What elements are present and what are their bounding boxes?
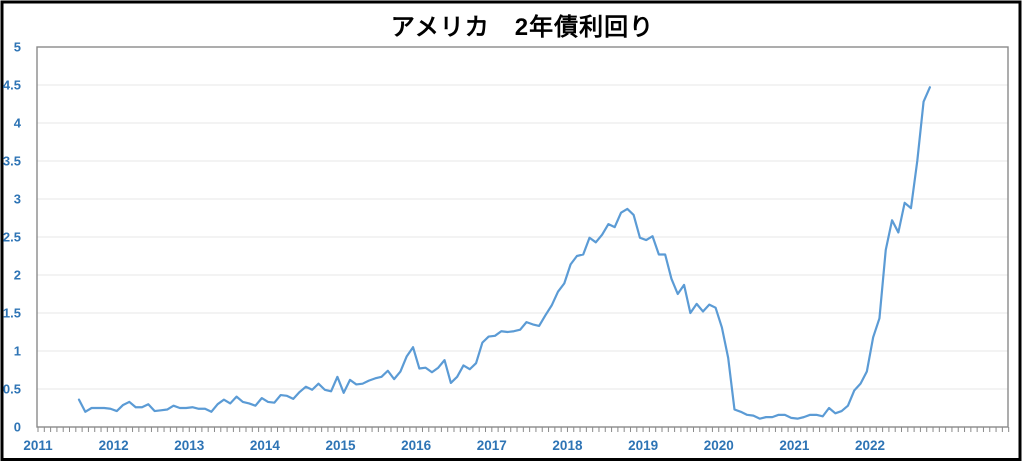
x-axis-tick-label: 2017 bbox=[477, 438, 507, 453]
x-axis-tick-label: 2013 bbox=[174, 438, 205, 453]
x-axis-tick-label: 2020 bbox=[704, 438, 734, 453]
yield-line bbox=[77, 86, 931, 420]
axis-minor-ticks bbox=[37, 427, 1010, 432]
gridlines bbox=[37, 46, 1008, 390]
x-axis-tick-label: 2014 bbox=[250, 438, 281, 453]
x-axis-labels: 2011 2012 2013 2014 2015 2016 2017 2018 2019 2020… bbox=[23, 438, 885, 453]
y-axis-tick-label: 5 bbox=[14, 40, 21, 55]
y-axis-tick-label: 3 bbox=[14, 192, 21, 207]
x-axis-tick-label: 2018 bbox=[552, 438, 583, 453]
y-axis-tick-label: 3.5 bbox=[3, 154, 21, 169]
y-axis-tick-label: 1 bbox=[14, 344, 21, 359]
y-axis-tick-label: 1.5 bbox=[3, 306, 21, 321]
y-axis-tick-label: 0.5 bbox=[3, 382, 21, 397]
y-axis-tick-label: 2.5 bbox=[3, 230, 21, 245]
yield-line-series bbox=[77, 86, 931, 420]
y-axis-labels: 0 0.5 1 1.5 2 2.5 3 3.5 4 4.5 5 bbox=[3, 40, 22, 435]
x-axis-tick-label: 2015 bbox=[326, 438, 357, 453]
x-axis-tick-label: 2012 bbox=[99, 438, 129, 453]
y-axis-tick-label: 2 bbox=[14, 268, 21, 283]
x-axis-tick-label: 2019 bbox=[628, 438, 658, 453]
x-axis-tick-label: 2021 bbox=[779, 438, 810, 453]
x-axis-tick-label: 2016 bbox=[401, 438, 432, 453]
y-axis-tick-label: 4.5 bbox=[3, 78, 21, 93]
y-axis-tick-label: 0 bbox=[14, 420, 21, 435]
x-axis-tick-label: 2011 bbox=[23, 438, 53, 453]
plot-frame bbox=[36, 46, 1009, 428]
y-axis-tick-label: 4 bbox=[14, 116, 22, 131]
chart-title: アメリカ 2年債利回り bbox=[390, 14, 655, 41]
x-axis-tick-label: 2022 bbox=[855, 438, 885, 453]
